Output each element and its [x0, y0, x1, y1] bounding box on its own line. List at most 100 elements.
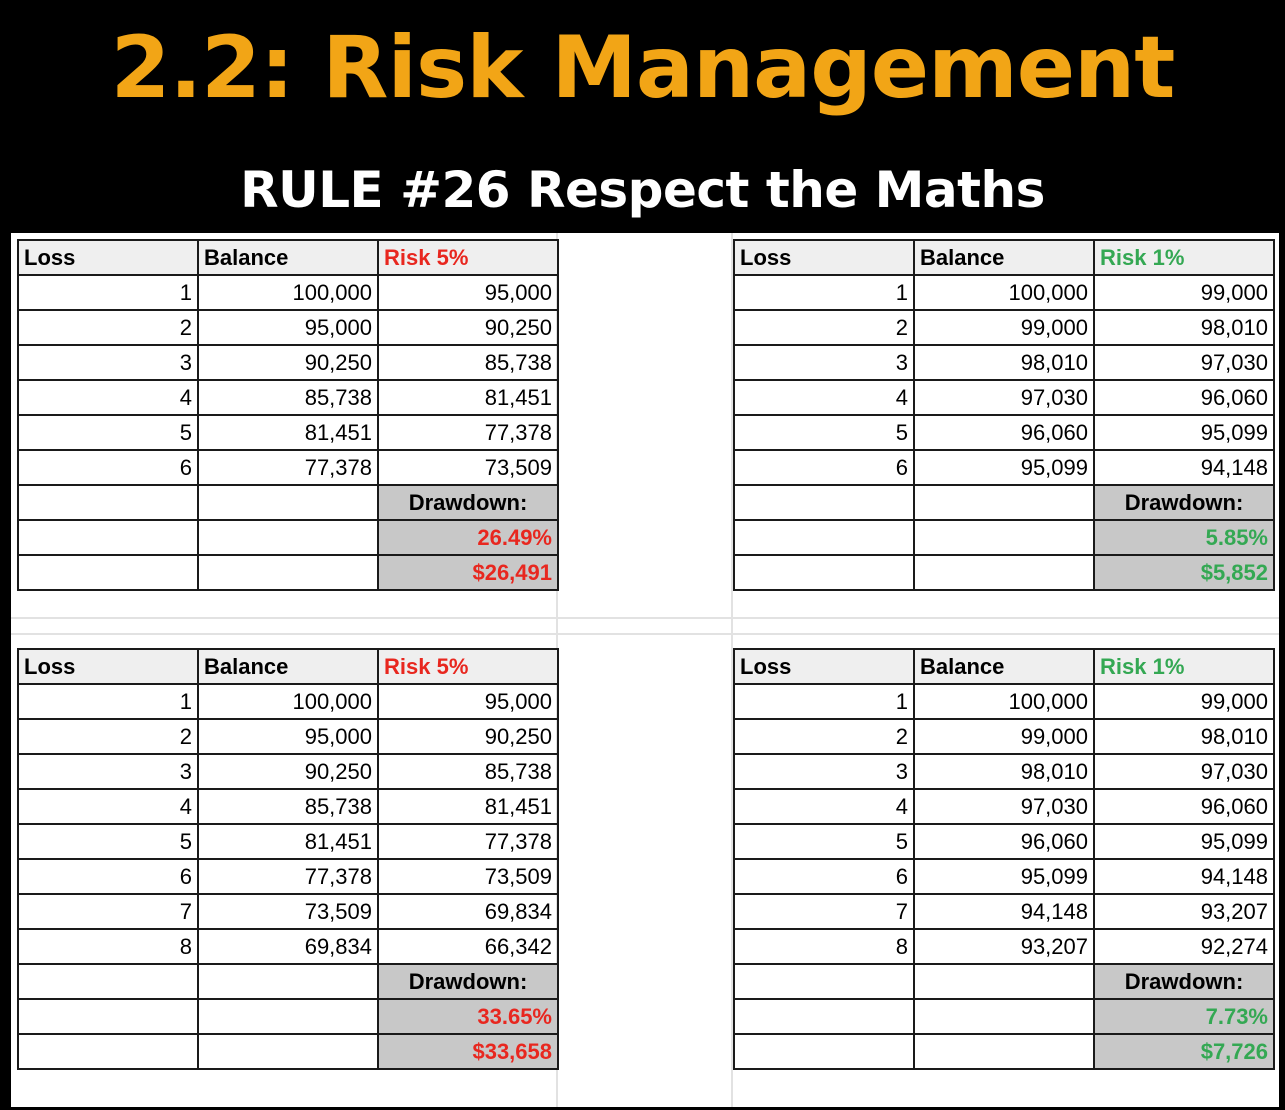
- empty-cell: [733, 963, 915, 1000]
- page-subtitle: RULE #26 Respect the Maths: [240, 161, 1045, 219]
- risk-cell: 73,509: [377, 449, 559, 486]
- drawdown-percent-row: 5.85%: [733, 519, 1275, 556]
- balance-cell: 100,000: [197, 683, 379, 720]
- empty-cell: [733, 519, 915, 556]
- balance-cell: 97,030: [913, 788, 1095, 825]
- risk-1-table-top: Loss Balance Risk 1% 1 100,000 99,000 2 99,000 9…: [733, 239, 1275, 591]
- risk-cell: 94,148: [1093, 449, 1275, 486]
- table-row: 3 90,250 85,738: [17, 753, 559, 790]
- empty-cell: [733, 554, 915, 591]
- balance-cell: 97,030: [913, 379, 1095, 416]
- drawdown-percent-row: 33.65%: [17, 998, 559, 1035]
- risk-cell: 81,451: [377, 788, 559, 825]
- drawdown-label: Drawdown:: [377, 484, 559, 521]
- balance-cell: 81,451: [197, 414, 379, 451]
- empty-cell: [197, 1033, 379, 1070]
- risk-5-table-bottom: Loss Balance Risk 5% 1 100,000 95,000 2 95,000 9…: [17, 648, 559, 1070]
- risk-cell: 85,738: [377, 344, 559, 381]
- balance-cell: 81,451: [197, 823, 379, 860]
- risk-cell: 97,030: [1093, 344, 1275, 381]
- loss-cell: 5: [17, 414, 199, 451]
- table-row: 3 90,250 85,738: [17, 344, 559, 381]
- loss-cell: 8: [733, 928, 915, 965]
- empty-cell: [17, 1033, 199, 1070]
- balance-cell: 93,207: [913, 928, 1095, 965]
- empty-cell: [733, 998, 915, 1035]
- header-risk: Risk 5%: [377, 648, 559, 685]
- balance-cell: 95,099: [913, 449, 1095, 486]
- balance-cell: 100,000: [913, 683, 1095, 720]
- drawdown-label-row: Drawdown:: [733, 484, 1275, 521]
- drawdown-label-row: Drawdown:: [733, 963, 1275, 1000]
- risk-cell: 96,060: [1093, 788, 1275, 825]
- empty-cell: [197, 998, 379, 1035]
- header-risk: Risk 5%: [377, 239, 559, 276]
- drawdown-percent: 7.73%: [1093, 998, 1275, 1035]
- risk-cell: 99,000: [1093, 274, 1275, 311]
- drawdown-label: Drawdown:: [1093, 484, 1275, 521]
- empty-cell: [197, 554, 379, 591]
- loss-cell: 4: [17, 788, 199, 825]
- table-row: 6 95,099 94,148: [733, 449, 1275, 486]
- loss-cell: 2: [733, 309, 915, 346]
- table-row: 8 69,834 66,342: [17, 928, 559, 965]
- risk-cell: 98,010: [1093, 718, 1275, 755]
- loss-cell: 1: [733, 274, 915, 311]
- balance-cell: 99,000: [913, 718, 1095, 755]
- empty-cell: [913, 519, 1095, 556]
- empty-cell: [913, 1033, 1095, 1070]
- loss-cell: 1: [17, 683, 199, 720]
- loss-cell: 2: [17, 309, 199, 346]
- balance-cell: 100,000: [197, 274, 379, 311]
- header-balance: Balance: [197, 648, 379, 685]
- empty-cell: [17, 998, 199, 1035]
- table-row: 5 81,451 77,378: [17, 414, 559, 451]
- balance-cell: 85,738: [197, 788, 379, 825]
- loss-cell: 4: [17, 379, 199, 416]
- drawdown-percent: 33.65%: [377, 998, 559, 1035]
- risk-cell: 90,250: [377, 718, 559, 755]
- balance-cell: 95,099: [913, 858, 1095, 895]
- table-row: 4 85,738 81,451: [17, 379, 559, 416]
- table-row: 5 96,060 95,099: [733, 823, 1275, 860]
- table-row: 1 100,000 95,000: [17, 683, 559, 720]
- risk-cell: 98,010: [1093, 309, 1275, 346]
- table-row: 7 73,509 69,834: [17, 893, 559, 930]
- balance-cell: 98,010: [913, 344, 1095, 381]
- loss-cell: 6: [17, 449, 199, 486]
- risk-1-table-bottom: Loss Balance Risk 1% 1 100,000 99,000 2 99,000 9…: [733, 648, 1275, 1070]
- drawdown-label-row: Drawdown:: [17, 963, 559, 1000]
- table-row: 3 98,010 97,030: [733, 344, 1275, 381]
- drawdown-label-row: Drawdown:: [17, 484, 559, 521]
- drawdown-amount: $5,852: [1093, 554, 1275, 591]
- balance-cell: 96,060: [913, 414, 1095, 451]
- loss-cell: 4: [733, 379, 915, 416]
- loss-cell: 7: [17, 893, 199, 930]
- empty-cell: [17, 484, 199, 521]
- risk-cell: 99,000: [1093, 683, 1275, 720]
- loss-cell: 6: [733, 858, 915, 895]
- balance-cell: 77,378: [197, 449, 379, 486]
- table-row: 7 94,148 93,207: [733, 893, 1275, 930]
- empty-cell: [913, 554, 1095, 591]
- balance-cell: 85,738: [197, 379, 379, 416]
- empty-cell: [913, 484, 1095, 521]
- table-row: 2 99,000 98,010: [733, 718, 1275, 755]
- empty-cell: [913, 963, 1095, 1000]
- table-row: 5 96,060 95,099: [733, 414, 1275, 451]
- loss-cell: 3: [733, 344, 915, 381]
- page-title: 2.2: Risk Management: [110, 18, 1176, 118]
- balance-cell: 90,250: [197, 753, 379, 790]
- loss-cell: 3: [17, 344, 199, 381]
- drawdown-amount-row: $26,491: [17, 554, 559, 591]
- risk-cell: 95,000: [377, 683, 559, 720]
- risk-cell: 95,000: [377, 274, 559, 311]
- drawdown-amount: $7,726: [1093, 1033, 1275, 1070]
- empty-cell: [913, 998, 1095, 1035]
- balance-cell: 90,250: [197, 344, 379, 381]
- risk-cell: 96,060: [1093, 379, 1275, 416]
- risk-cell: 97,030: [1093, 753, 1275, 790]
- loss-cell: 1: [733, 683, 915, 720]
- header-balance: Balance: [913, 648, 1095, 685]
- empty-cell: [733, 484, 915, 521]
